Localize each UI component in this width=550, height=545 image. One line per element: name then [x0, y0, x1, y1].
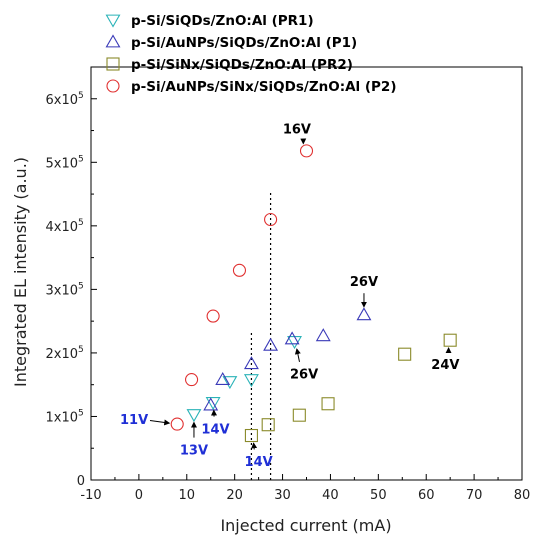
annotation-label: 14V: [245, 455, 273, 470]
y-axis-title: Integrated EL intensity (a.u.): [11, 157, 30, 387]
legend-label: p-Si/AuNPs/SiNx/SiQDs/ZnO:Al (P2): [131, 79, 397, 95]
data-point-series-4: [170, 417, 184, 431]
x-axis-title: Injected current (mA): [220, 516, 391, 535]
y-tick-label: 6x10: [45, 93, 78, 108]
x-tick-label: -10: [80, 488, 101, 503]
data-point-series-4: [299, 144, 314, 158]
annotation-arrow: [149, 419, 171, 426]
data-point-series-2: [315, 328, 331, 342]
legend-marker-series-1: [105, 14, 121, 28]
x-tick-label: 60: [418, 488, 435, 503]
y-tick-label: 3x10: [45, 283, 78, 298]
y-tick-exponent: 5: [78, 281, 84, 291]
data-point-series-1: [186, 409, 202, 423]
y-tick-exponent: 5: [78, 91, 84, 101]
data-point-series-4: [232, 263, 247, 277]
x-tick-label: 80: [514, 488, 531, 503]
legend-label: p-Si/SiQDs/ZnO:Al (PR1): [131, 13, 314, 29]
annotation-label: 26V: [290, 367, 318, 382]
y-tick-label: 0: [77, 474, 85, 489]
x-tick-label: 30: [274, 488, 291, 503]
annotations: 16V 26V 26V 24V 11V 13V 14V 14V: [120, 123, 459, 470]
data-point-series-3: [321, 397, 335, 411]
annotation-label: 26V: [350, 275, 378, 290]
annotation-label: 13V: [180, 444, 208, 459]
data-point-series-2: [263, 337, 279, 351]
data-point-series-2: [203, 397, 219, 411]
x-tick-label: 70: [466, 488, 483, 503]
data-point-series-3: [261, 418, 275, 432]
data-point-series-2: [243, 356, 259, 370]
data-point-series-4: [206, 309, 220, 323]
data-point-series-3: [398, 347, 412, 361]
y-tick-exponent: 5: [78, 408, 84, 418]
data-point-series-3: [244, 428, 258, 443]
y-tick-label: 4x10: [45, 220, 78, 235]
y-tick-label: 1x10: [45, 410, 78, 425]
legend-label: p-Si/AuNPs/SiQDs/ZnO:Al (P1): [131, 35, 357, 51]
data-point-series-2: [215, 372, 231, 386]
legend-label: p-Si/SiNx/SiQDs/ZnO:Al (PR2): [131, 57, 353, 73]
data-point-series-1: [222, 376, 238, 390]
reference-lines: [250, 190, 272, 480]
y-tick-label: 2x10: [45, 347, 78, 362]
data-point-series-2: [284, 331, 300, 345]
legend-marker-series-4: [106, 79, 120, 93]
legend-marker-series-2: [105, 34, 121, 48]
x-axis: -10 0 10 20 30 40 50 60 70 80: [80, 474, 530, 503]
data-points: [170, 144, 457, 443]
data-point-series-3: [292, 408, 306, 422]
y-tick-exponent: 5: [78, 218, 84, 228]
x-tick-label: 20: [226, 488, 243, 503]
annotation-label: 16V: [283, 123, 311, 138]
data-point-series-2: [356, 307, 372, 321]
data-point-series-4: [185, 373, 199, 387]
data-point-series-1: [287, 336, 302, 350]
data-point-series-1: [243, 374, 259, 388]
data-point-series-4: [264, 212, 278, 227]
annotation-arrow: [294, 348, 301, 362]
x-tick-label: 0: [135, 488, 143, 503]
annotation-label: 24V: [431, 358, 459, 373]
annotation-arrow: [251, 442, 258, 450]
annotation-label: 11V: [120, 413, 148, 428]
y-tick-exponent: 5: [78, 154, 84, 164]
y-tick-label: 5x10: [45, 156, 78, 171]
x-tick-label: 10: [179, 488, 196, 503]
data-point-series-3: [443, 333, 457, 347]
data-point-series-1: [205, 397, 221, 411]
annotation-label: 14V: [201, 423, 229, 438]
legend-marker-series-3: [106, 57, 120, 71]
x-tick-label: 40: [322, 488, 339, 503]
legend: p-Si/SiQDs/ZnO:Al (PR1) p-Si/AuNPs/SiQDs/…: [105, 13, 397, 95]
x-tick-label: 50: [370, 488, 387, 503]
y-tick-exponent: 5: [78, 345, 84, 355]
